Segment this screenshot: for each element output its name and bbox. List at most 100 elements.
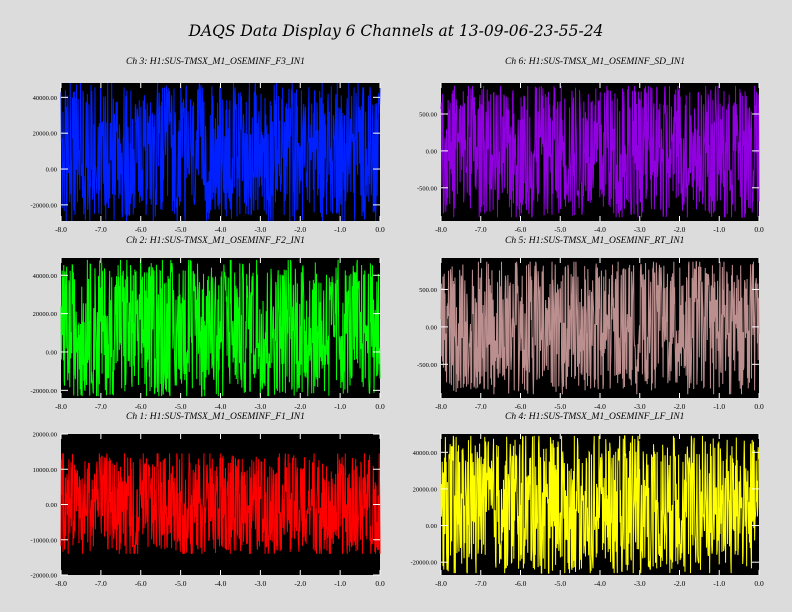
chart-title: Ch 3: H1:SUS-TMSX_M1_OSEMINF_F3_IN1: [126, 57, 305, 67]
x-tick-label: -5.0: [554, 402, 566, 411]
x-tick-label: -5.0: [175, 225, 187, 234]
y-tick-label: 20000.00: [33, 432, 57, 439]
x-tick-label: 0.0: [375, 579, 385, 588]
x-tick-label: -6.0: [135, 402, 147, 411]
x-tick-label: -6.0: [515, 579, 527, 588]
x-tick-label: -2.0: [674, 225, 686, 234]
y-tick-label: -20000.00: [30, 388, 57, 395]
x-tick-label: -1.0: [713, 225, 725, 234]
x-tick-label: -4.0: [215, 225, 227, 234]
x-tick-label: -7.0: [95, 402, 107, 411]
plot-area: -8.0 -7.0 -6.0 -5.0 -4.0 -3.0 -2.0 -1.0 0.0 40000…: [410, 434, 764, 588]
chart-title: Ch 1: H1:SUS-TMSX_M1_OSEMINF_F1_IN1: [126, 412, 305, 422]
x-tick-label: -3.0: [634, 402, 646, 411]
x-tick-label: -2.0: [294, 402, 306, 411]
x-tick-label: -1.0: [334, 402, 346, 411]
y-tick-label: 20000.00: [33, 311, 57, 318]
x-tick-label: -7.0: [475, 225, 487, 234]
x-tick-label: -4.0: [594, 402, 606, 411]
series-line: [60, 259, 381, 397]
series-line: [60, 82, 381, 222]
plot-area: -8.0 -7.0 -6.0 -5.0 -4.0 -3.0 -2.0 -1.0 0.0 500.0…: [417, 258, 764, 411]
y-tick-label: -10000.00: [30, 537, 57, 544]
plot-area: -8.0 -7.0 -6.0 -5.0 -4.0 -3.0 -2.0 -1.0 0.0 20000…: [30, 432, 385, 589]
x-tick-label: -8.0: [435, 225, 447, 234]
x-tick-label: -1.0: [334, 579, 346, 588]
x-tick-label: -6.0: [515, 402, 527, 411]
y-tick-label: -500.00: [417, 362, 437, 369]
y-tick-label: 0.00: [426, 148, 437, 155]
x-tick-label: -7.0: [475, 402, 487, 411]
x-tick-label: -3.0: [254, 579, 266, 588]
x-tick-label: 0.0: [375, 402, 385, 411]
plot-area: -8.0 -7.0 -6.0 -5.0 -4.0 -3.0 -2.0 -1.0 0.0 40000…: [30, 82, 385, 234]
x-tick-label: -3.0: [634, 225, 646, 234]
y-tick-label: -20000.00: [30, 573, 57, 580]
x-tick-label: 0.0: [375, 225, 385, 234]
x-tick-label: -7.0: [95, 579, 107, 588]
tick-marks: [440, 434, 760, 575]
x-tick-label: -2.0: [674, 579, 686, 588]
x-tick-label: -1.0: [713, 402, 725, 411]
chart-title: Ch 4: H1:SUS-TMSX_M1_OSEMINF_LF_IN1: [505, 412, 685, 422]
y-tick-label: 500.00: [419, 287, 437, 294]
x-tick-label: -3.0: [254, 225, 266, 234]
x-tick-label: -4.0: [594, 225, 606, 234]
chart-panel-ch2: Ch 2: H1:SUS-TMSX_M1_OSEMINF_F2_IN1 -8.0…: [0, 233, 396, 418]
tick-marks: [440, 83, 760, 221]
y-tick-label: 20000.00: [413, 486, 437, 493]
y-tick-label: 40000.00: [413, 450, 437, 457]
series-line: [440, 85, 760, 218]
chart-title: Ch 2: H1:SUS-TMSX_M1_OSEMINF_F2_IN1: [126, 236, 305, 246]
x-tick-label: -6.0: [515, 225, 527, 234]
chart-title: Ch 5: H1:SUS-TMSX_M1_OSEMINF_RT_IN1: [505, 236, 685, 246]
y-tick-label: 500.00: [419, 111, 437, 118]
x-tick-label: -8.0: [55, 402, 67, 411]
chart-title: Ch 6: H1:SUS-TMSX_M1_OSEMINF_SD_IN1: [505, 57, 685, 67]
tick-marks: [440, 258, 760, 398]
x-tick-label: -1.0: [334, 225, 346, 234]
x-tick-label: -8.0: [435, 579, 447, 588]
y-tick-label: -20000.00: [410, 560, 437, 567]
tick-marks: [60, 83, 381, 221]
series-line: [440, 435, 760, 574]
chart-panel-ch4: Ch 4: H1:SUS-TMSX_M1_OSEMINF_LF_IN1 -8.0…: [396, 409, 792, 594]
x-tick-label: -4.0: [594, 579, 606, 588]
x-tick-label: -7.0: [95, 225, 107, 234]
y-tick-label: -20000.00: [30, 202, 57, 209]
chart-panel-ch5: Ch 5: H1:SUS-TMSX_M1_OSEMINF_RT_IN1 -8.0…: [396, 233, 792, 418]
x-tick-label: -3.0: [634, 579, 646, 588]
series-line: [440, 261, 760, 395]
x-tick-label: -1.0: [713, 579, 725, 588]
x-tick-label: -4.0: [215, 579, 227, 588]
x-tick-label: -5.0: [554, 579, 566, 588]
y-tick-label: 0.00: [46, 502, 57, 509]
x-tick-label: -5.0: [175, 402, 187, 411]
x-tick-label: -8.0: [55, 579, 67, 588]
y-tick-label: 0.00: [46, 349, 57, 356]
x-tick-label: -8.0: [55, 225, 67, 234]
x-tick-label: -6.0: [135, 579, 147, 588]
y-tick-label: 10000.00: [33, 467, 57, 474]
x-tick-label: -5.0: [554, 225, 566, 234]
x-tick-label: 0.0: [754, 225, 764, 234]
plot-area: -8.0 -7.0 -6.0 -5.0 -4.0 -3.0 -2.0 -1.0 0.0 40000…: [30, 258, 385, 411]
y-tick-label: 0.00: [46, 167, 57, 174]
x-tick-label: 0.0: [754, 579, 764, 588]
x-tick-label: -2.0: [294, 579, 306, 588]
chart-panel-ch3: Ch 3: H1:SUS-TMSX_M1_OSEMINF_F3_IN1 -8.0…: [0, 55, 396, 240]
y-tick-label: 40000.00: [33, 95, 57, 102]
y-tick-label: 40000.00: [33, 273, 57, 280]
y-tick-label: 0.00: [426, 324, 437, 331]
x-tick-label: -6.0: [135, 225, 147, 234]
chart-panel-ch6: Ch 6: H1:SUS-TMSX_M1_OSEMINF_SD_IN1 -8.0…: [396, 55, 792, 240]
plot-area: -8.0 -7.0 -6.0 -5.0 -4.0 -3.0 -2.0 -1.0 0.0 500.0…: [417, 83, 764, 234]
tick-marks: [60, 433, 381, 576]
x-tick-label: -4.0: [215, 402, 227, 411]
x-tick-label: 0.0: [754, 402, 764, 411]
y-tick-label: 20000.00: [33, 131, 57, 138]
x-tick-label: -8.0: [435, 402, 447, 411]
tick-marks: [60, 258, 381, 398]
chart-panel-ch1: Ch 1: H1:SUS-TMSX_M1_OSEMINF_F1_IN1 -8.0…: [0, 409, 396, 594]
x-tick-label: -5.0: [175, 579, 187, 588]
